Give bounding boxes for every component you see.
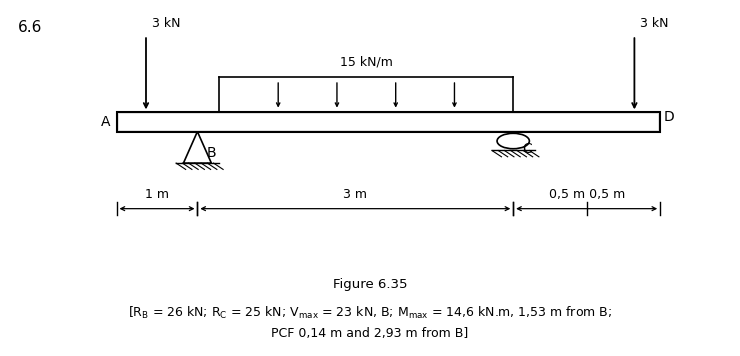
Bar xyxy=(119,114,658,130)
Text: Figure 6.35: Figure 6.35 xyxy=(333,278,407,291)
Text: C: C xyxy=(522,142,532,156)
Text: 15 kN/m: 15 kN/m xyxy=(340,56,393,68)
Text: 1 m: 1 m xyxy=(145,188,169,201)
Polygon shape xyxy=(184,132,212,163)
Text: 6.6: 6.6 xyxy=(18,20,42,35)
Text: D: D xyxy=(664,110,675,124)
Text: $[\mathregular{R_B}$ = 26 kN; $\mathregular{R_C}$ = 25 kN; $\mathregular{V_{max}: $[\mathregular{R_B}$ = 26 kN; $\mathregu… xyxy=(128,305,612,321)
Circle shape xyxy=(497,133,529,149)
Text: PCF 0,14 m and 2,93 m from B]: PCF 0,14 m and 2,93 m from B] xyxy=(272,328,468,340)
Text: 3 m: 3 m xyxy=(343,188,367,201)
Text: A: A xyxy=(101,115,111,129)
Text: 3 kN: 3 kN xyxy=(640,17,669,30)
Text: 0,5 m 0,5 m: 0,5 m 0,5 m xyxy=(548,188,625,201)
Bar xyxy=(117,112,660,132)
Text: 3 kN: 3 kN xyxy=(152,17,181,30)
Text: B: B xyxy=(206,146,216,159)
